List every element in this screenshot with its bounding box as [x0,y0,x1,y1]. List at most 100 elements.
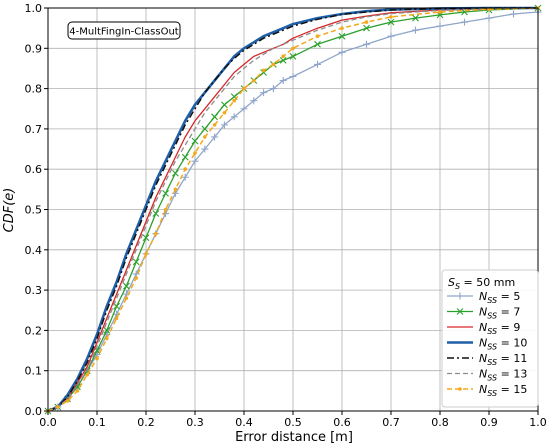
data-point [232,98,236,103]
data-point [154,231,158,236]
y-tick-label: 0.9 [25,42,43,55]
y-tick-label: 0.7 [25,123,43,136]
data-point [260,89,268,97]
data-point [191,137,199,145]
legend-item: NSS = 9 [447,321,520,336]
data-point [105,336,109,341]
legend-label: NSS = 15 [479,383,527,398]
data-point [436,22,444,30]
data-point [162,189,169,197]
x-tick-label: 0.1 [88,416,106,429]
data-point [183,167,187,171]
data-point [261,68,266,73]
data-point [191,157,199,165]
data-point [181,153,189,161]
series-6 [46,6,540,413]
legend-item: NSS = 7 [447,306,520,321]
legend-item: NSS = 5 [447,290,520,305]
data-point [124,296,129,300]
legend-title: SS = 50 mm [448,276,515,291]
data-point [211,113,218,121]
data-point [510,10,517,18]
data-point [65,399,70,403]
data-point [250,97,258,105]
x-tick-label: 0.9 [480,416,498,429]
data-point [95,356,99,361]
data-point [181,173,189,181]
legend-label: NSS = 13 [479,368,527,383]
data-point [75,389,80,393]
data-point [221,101,228,109]
data-point [103,327,111,334]
data-point [387,18,395,26]
y-tick-label: 0.6 [25,163,43,176]
x-tick-label: 0.8 [431,416,449,429]
data-point [436,11,444,19]
data-point [340,26,344,30]
data-point [144,252,148,256]
x-tick-label: 0.4 [235,416,253,429]
x-tick-label: 0.5 [284,416,302,429]
data-point [142,234,150,242]
data-point [314,40,321,48]
series-2 [47,7,539,412]
data-point [338,48,346,56]
legend-label: NSS = 5 [479,290,520,305]
series-5 [47,7,539,412]
data-point [114,316,119,321]
data-point [163,207,168,212]
data-point [242,86,246,91]
data-point [123,282,130,290]
series-layer [44,4,542,415]
y-axis-label: CDF(e) [2,188,17,233]
x-axis-label: Error distance [m] [235,430,353,445]
data-point [315,34,320,39]
data-point [281,54,286,59]
data-point [314,60,321,68]
x-tick-label: 1.0 [529,416,547,429]
data-point [364,20,369,24]
data-point [201,125,209,133]
data-point [279,77,287,85]
y-tick-label: 0.8 [25,83,43,96]
data-point [438,10,442,14]
data-point [485,14,493,22]
data-point [211,133,219,141]
data-point [132,258,140,266]
data-point [461,18,468,26]
legend-item: NSS = 10 [447,337,527,352]
legend-label: NSS = 9 [479,321,520,336]
data-point [363,24,370,32]
y-tick-label: 0.4 [25,244,43,257]
legend-marker [456,292,464,300]
data-point [289,73,297,81]
data-point [173,187,178,192]
legend-item: NSS = 11 [447,352,527,367]
data-point [240,105,248,113]
data-point [412,14,419,22]
data-point [152,210,160,217]
y-tick-label: 0.1 [25,365,43,378]
series-line [47,7,538,412]
legend-label: NSS = 11 [479,352,527,367]
y-tick-label: 0.0 [25,405,43,418]
x-tick-label: 0.6 [333,416,351,429]
legend-item: NSS = 15 [447,383,527,398]
data-point [193,151,197,155]
data-point [74,383,81,391]
legend-marker [458,387,462,391]
data-point [172,169,179,177]
x-tick-label: 0.2 [137,416,155,429]
data-point [220,121,228,129]
y-tick-label: 0.3 [25,284,43,297]
x-tick-label: 0.0 [39,416,57,429]
series-line [47,7,539,412]
data-point [201,145,209,153]
data-point [134,276,138,280]
axis-ticks: 0.0 0.1 0.2 0.3 0.4 0.5 0.6 0.7 0.8 0.9 1.0 0.0 0.1 0… [25,2,547,429]
data-point [338,32,346,40]
legend-label: NSS = 10 [479,337,527,352]
data-point [56,405,60,409]
